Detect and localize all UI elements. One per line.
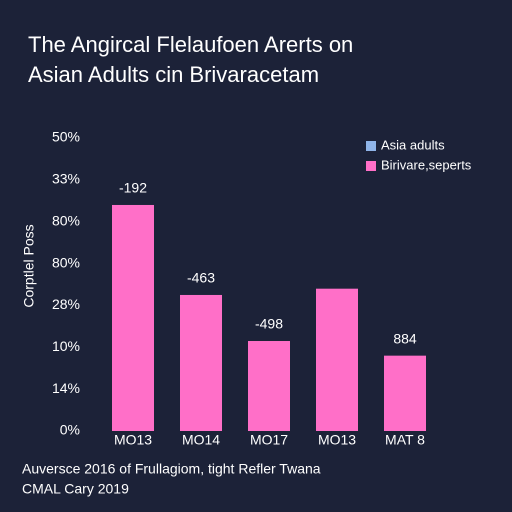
bar <box>384 355 426 431</box>
bar <box>112 204 154 431</box>
source: CMAL Cary 2019 <box>22 481 129 497</box>
chart-title: The Angircal Flelaufoen Arerts on <box>28 32 353 57</box>
data-label: -463 <box>187 270 215 286</box>
x-tick-label: MAT 8 <box>385 432 425 448</box>
x-tick-label: MO17 <box>250 432 288 448</box>
bar <box>248 341 290 431</box>
legend-label: Birivare,seperts <box>381 157 472 172</box>
source: Auversce 2016 of Frullagiom, tight Refle… <box>22 461 321 477</box>
x-tick-label: MO13 <box>114 432 152 448</box>
y-tick-label: 33% <box>52 171 80 187</box>
legend-label: Asia adults <box>381 137 445 152</box>
legend-swatch <box>366 141 376 151</box>
y-tick-label: 80% <box>52 254 80 270</box>
y-tick-label: 80% <box>52 212 80 228</box>
legend-swatch <box>366 161 376 171</box>
x-tick-label: MO14 <box>182 432 220 448</box>
data-label: -192 <box>119 180 147 196</box>
y-tick-label: 28% <box>52 296 80 312</box>
y-tick-label: 0% <box>60 422 80 438</box>
bar <box>316 288 358 431</box>
y-tick-label: 14% <box>52 380 80 396</box>
y-tick-label: 50% <box>52 129 80 145</box>
y-axis-label: Corptlel Poss <box>21 224 37 307</box>
data-label: -498 <box>255 316 283 332</box>
y-tick-label: 10% <box>52 338 80 354</box>
bar <box>180 294 222 431</box>
data-label: 884 <box>393 330 417 346</box>
x-tick-label: MO13 <box>318 432 356 448</box>
chart-title: Asian Adults cin Brivaracetam <box>28 62 319 87</box>
